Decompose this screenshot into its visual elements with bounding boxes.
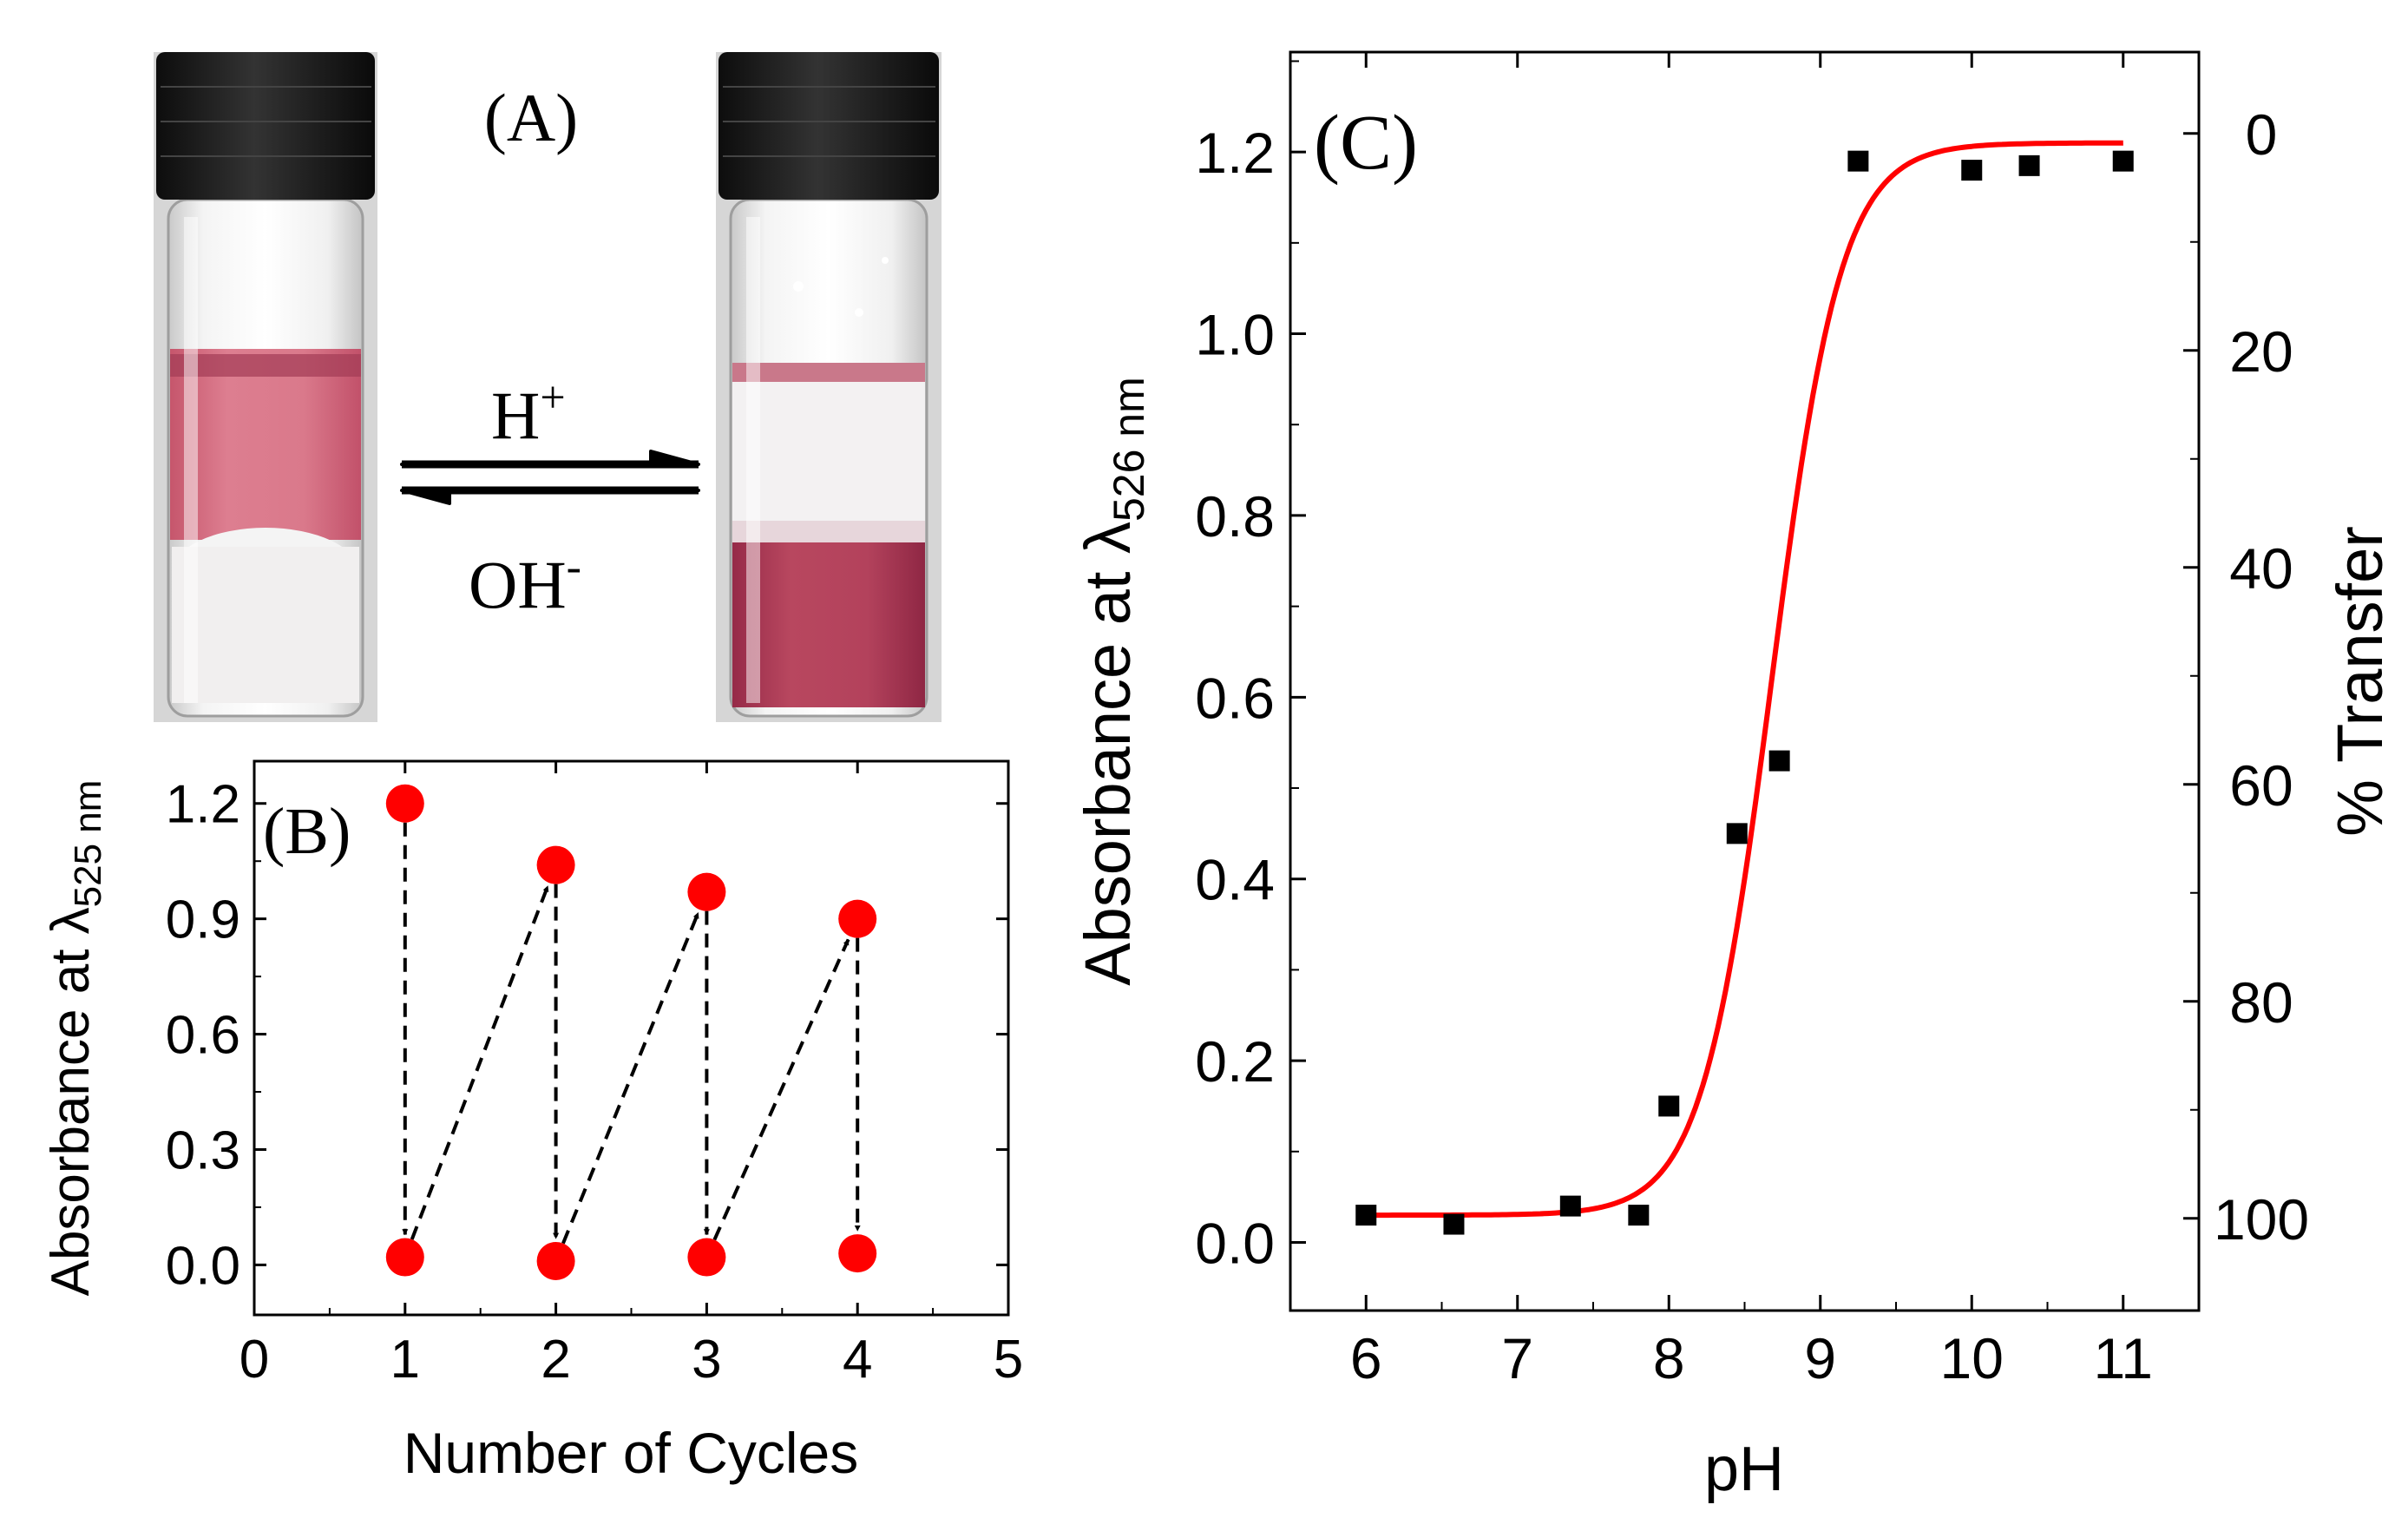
plot-frame: [253, 759, 1010, 1317]
panel-label: (B): [263, 795, 351, 868]
y-tick-label: 0.0: [166, 1236, 240, 1296]
y2-tick-label: 0: [2246, 102, 2278, 167]
axis-ticks: 0 1 2 3 4 5 0.0 0.3 0.6 0.9 1.2: [166, 761, 1023, 1390]
x-tick-label: 6: [1350, 1326, 1382, 1390]
y-tick-label: 0.2: [1195, 1029, 1275, 1094]
data-point: [1559, 1195, 1581, 1217]
y-tick-label: 1.0: [1195, 303, 1275, 367]
panel-a-label: (A): [484, 80, 578, 155]
vial-photo-after: [716, 52, 942, 722]
x-tick-label: 10: [1940, 1326, 2004, 1390]
data-point: [838, 1234, 877, 1273]
y-axis-label: Absorbance at λ525 nm: [41, 780, 109, 1297]
cycle-arrow: [410, 885, 550, 1240]
cycle-arrow: [712, 938, 850, 1241]
x-axis-label: pH: [1704, 1435, 1784, 1504]
data-points: [385, 784, 877, 1280]
data-point: [687, 872, 726, 911]
data-point: [687, 1238, 726, 1277]
y2-tick-label: 100: [2214, 1187, 2309, 1252]
y-tick-label: 0.9: [166, 890, 240, 950]
y2-tick-label: 80: [2229, 970, 2293, 1035]
x-tick-label: 1: [390, 1330, 420, 1390]
data-point: [536, 1241, 575, 1280]
y-tick-label: 0.4: [1195, 848, 1275, 912]
panel-c-chart: 6 7 8 9 10 11 0.0 0.2 0.4 0.6 0.8 1.0 1.2 0 20 40 60 80 10…: [1072, 50, 2396, 1504]
x-tick-label: 9: [1804, 1326, 1836, 1390]
y-tick-label: 0.8: [1195, 484, 1275, 549]
y-tick-label: 0.6: [1195, 666, 1275, 730]
data-point: [1355, 1205, 1377, 1226]
data-point: [1628, 1205, 1650, 1226]
y-axis-label: Absorbance at λ526 nm: [1072, 377, 1153, 986]
data-point: [1726, 823, 1748, 844]
cycle-arrows: [402, 822, 861, 1245]
y-tick-label: 0.6: [166, 1006, 240, 1066]
data-point: [1768, 750, 1790, 772]
y-tick-label: 1.2: [1195, 121, 1275, 185]
sigmoid-fit-curve: [1366, 140, 2123, 1219]
data-point: [1847, 150, 1869, 172]
data-point: [385, 784, 424, 823]
x-tick-label: 0: [239, 1330, 269, 1390]
y-tick-label: 1.2: [166, 775, 240, 835]
y2-tick-label: 40: [2229, 536, 2293, 601]
data-point: [1658, 1095, 1680, 1117]
acid-label: H+: [491, 373, 566, 453]
x-tick-label: 3: [692, 1330, 721, 1390]
base-label: OH-: [469, 542, 581, 622]
cycle-arrow: [561, 911, 700, 1245]
x-tick-label: 8: [1653, 1326, 1685, 1390]
x-tick-label: 2: [541, 1330, 570, 1390]
data-point: [536, 845, 575, 884]
x-tick-label: 11: [2093, 1326, 2153, 1390]
vial-photo-before: [154, 52, 377, 722]
y2-tick-label: 20: [2229, 319, 2293, 384]
data-point: [2112, 150, 2134, 172]
equilibrium-arrows: [400, 450, 700, 505]
plot-frame: [1289, 50, 2201, 1312]
y-tick-label: 0.3: [166, 1120, 240, 1180]
panel-b-chart: 0 1 2 3 4 5 0.0 0.3 0.6 0.9 1.2 (B) Number of Cycl…: [41, 759, 1023, 1485]
data-point: [1961, 160, 1983, 181]
y-tick-label: 0.0: [1195, 1211, 1275, 1275]
data-point: [385, 1238, 424, 1277]
y2-axis-label: % Transfer: [2324, 526, 2396, 837]
x-tick-label: 7: [1501, 1326, 1533, 1390]
y2-tick-label: 60: [2229, 753, 2293, 818]
x-tick-label: 5: [994, 1330, 1023, 1390]
data-point: [2018, 154, 2040, 176]
data-points: [1355, 150, 2134, 1235]
panel-a: (A) H+ OH-: [154, 52, 942, 722]
x-axis-label: Number of Cycles: [404, 1421, 859, 1485]
data-point: [838, 899, 877, 938]
panel-label: (C): [1314, 100, 1418, 186]
data-point: [1443, 1213, 1465, 1235]
x-tick-label: 4: [843, 1330, 872, 1390]
axis-ticks: 6 7 8 9 10 11 0.0 0.2 0.4 0.6 0.8 1.0 1.2 0 20 40 60 80 10…: [1195, 52, 2309, 1390]
